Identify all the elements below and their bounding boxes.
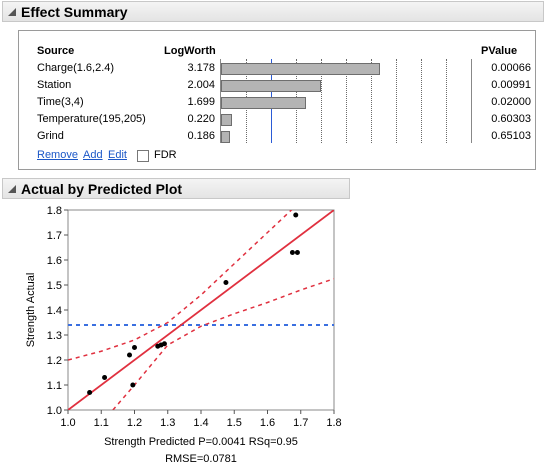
- edit-link[interactable]: Edit: [108, 149, 127, 161]
- x-tick-label: 1.3: [160, 417, 175, 429]
- y-tick-label: 1.4: [47, 305, 62, 317]
- confidence-curve-upper: [68, 210, 293, 361]
- data-point: [294, 250, 300, 255]
- x-tick-label: 1.2: [127, 417, 142, 429]
- fdr-label: FDR: [154, 149, 177, 161]
- x-tick-label: 1.0: [60, 417, 75, 429]
- logworth-bar: [221, 131, 231, 143]
- data-point: [127, 352, 133, 358]
- fdr-checkbox[interactable]: [137, 150, 149, 162]
- row-logworth: 3.178: [187, 62, 215, 74]
- row-source[interactable]: Grind: [37, 130, 64, 142]
- row-pvalue: 0.02000: [491, 96, 531, 108]
- row-pvalue: 0.00066: [491, 62, 531, 74]
- confidence-curve-lower: [112, 278, 334, 410]
- add-link[interactable]: Add: [83, 149, 103, 161]
- data-point: [102, 375, 108, 380]
- column-header-logworth: LogWorth: [164, 45, 216, 57]
- data-point: [130, 382, 136, 388]
- data-point: [87, 390, 93, 395]
- x-axis-label: Strength Predicted P=0.0041 RSq=0.95: [104, 436, 298, 448]
- row-pvalue: 0.65103: [491, 130, 531, 142]
- y-tick-label: 1.6: [47, 255, 62, 267]
- logworth-bar: [221, 114, 232, 126]
- row-logworth: 1.699: [187, 96, 215, 108]
- row-source[interactable]: Temperature(195,205): [37, 113, 146, 125]
- data-point: [161, 341, 167, 347]
- row-logworth: 0.220: [187, 113, 215, 125]
- rmse-label: RMSE=0.0781: [165, 453, 237, 465]
- x-tick-label: 1.1: [94, 417, 109, 429]
- row-pvalue: 0.60303: [491, 113, 531, 125]
- disclosure-triangle-icon[interactable]: [5, 5, 19, 19]
- disclosure-triangle-icon[interactable]: [5, 182, 19, 196]
- remove-link[interactable]: Remove: [37, 149, 78, 161]
- data-point: [289, 250, 295, 255]
- row-logworth: 0.186: [187, 130, 215, 142]
- x-tick-label: 1.5: [227, 417, 242, 429]
- x-tick-label: 1.4: [193, 417, 208, 429]
- x-tick-label: 1.8: [326, 417, 341, 429]
- logworth-bar: [221, 80, 322, 92]
- data-point: [132, 345, 137, 350]
- section-title: Effect Summary: [21, 3, 128, 20]
- section-title: Actual by Predicted Plot: [21, 180, 183, 197]
- logworth-bar: [221, 63, 380, 75]
- column-header-source: Source: [37, 45, 75, 57]
- y-axis-label: Strength Actual: [25, 273, 37, 348]
- y-tick-label: 1.5: [47, 280, 62, 292]
- y-tick-label: 1.8: [47, 205, 62, 217]
- effect-summary-table: Source LogWorth PValue Charge(1.6,2.4) 3.…: [18, 30, 536, 170]
- y-tick-label: 1.0: [47, 405, 62, 417]
- fit-line: [68, 210, 334, 410]
- row-source[interactable]: Time(3,4): [37, 96, 84, 108]
- logworth-bar: [221, 97, 306, 109]
- row-logworth: 2.004: [187, 79, 215, 91]
- row-pvalue: 0.00991: [491, 79, 531, 91]
- row-source[interactable]: Charge(1.6,2.4): [37, 62, 115, 74]
- actual-predicted-header[interactable]: Actual by Predicted Plot: [2, 178, 350, 199]
- y-tick-label: 1.7: [47, 230, 62, 242]
- row-source[interactable]: Station: [37, 79, 72, 91]
- y-tick-label: 1.3: [47, 330, 62, 342]
- data-point: [223, 280, 229, 285]
- y-tick-label: 1.1: [47, 380, 62, 392]
- actual-by-predicted-chart: 1.0 1.1 1.2 1.3 1.4 1.5 1.6 1.7 1.8 1.0 1.1 1.2 1.3 1…: [25, 205, 342, 465]
- y-tick-label: 1.2: [47, 355, 62, 367]
- x-tick-label: 1.6: [260, 417, 275, 429]
- column-header-pvalue: PValue: [481, 45, 518, 57]
- effect-summary-header[interactable]: Effect Summary: [2, 1, 544, 22]
- data-point: [293, 212, 299, 218]
- x-tick-label: 1.7: [293, 417, 308, 429]
